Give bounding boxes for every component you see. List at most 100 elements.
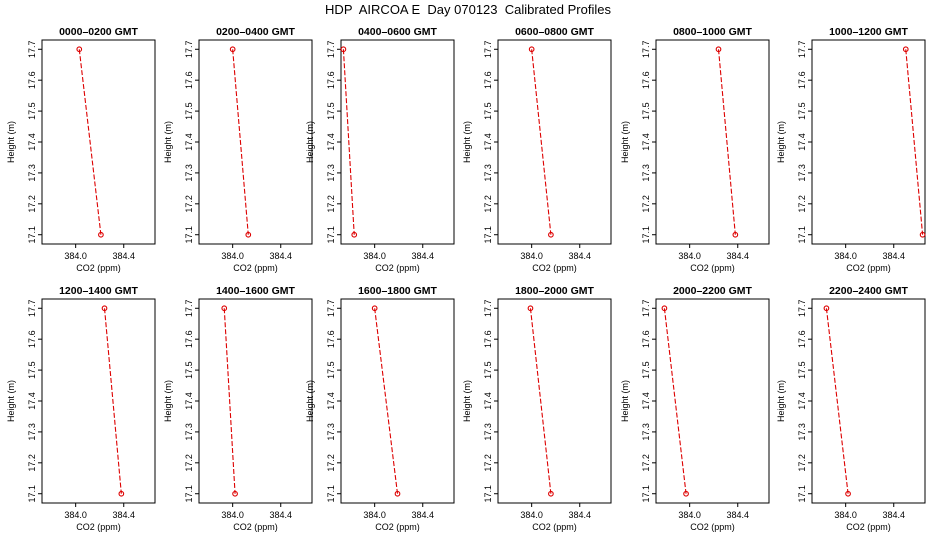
data-point — [98, 231, 104, 238]
y-tick-label: 17.5 — [797, 361, 807, 379]
profile-panel-12: 2200–2400 GMT 384.0 384.4 CO2 (ppm) 17.1 17.2… — [776, 285, 926, 532]
y-tick-label: 17.3 — [483, 164, 493, 182]
y-tick-label: 17.1 — [483, 226, 493, 244]
data-point — [229, 46, 236, 53]
y-tick-label: 17.6 — [184, 71, 194, 89]
y-tick-label: 17.3 — [27, 164, 37, 182]
y-tick-label: 17.5 — [797, 102, 807, 120]
y-tick-label: 17.1 — [27, 226, 37, 244]
x-tick-label: 384.0 — [221, 251, 244, 261]
x-tick-label: 384.0 — [834, 510, 857, 520]
data-point — [351, 231, 358, 238]
data-point — [919, 231, 926, 238]
x-tick-label: 384.4 — [112, 251, 135, 261]
data-point — [732, 231, 739, 238]
y-axis-label: Height (m) — [462, 121, 472, 163]
y-tick-label: 17.7 — [483, 41, 493, 59]
y-tick-label: 17.7 — [641, 300, 651, 318]
profile-panel-10: 1800–2000 GMT 384.0 384.4 CO2 (ppm) 17.1 17.2… — [462, 285, 612, 532]
y-tick-label: 17.1 — [326, 226, 336, 244]
y-tick-label: 17.3 — [797, 423, 807, 441]
y-tick-label: 17.4 — [326, 392, 336, 410]
y-axis-label: Height (m) — [620, 380, 630, 422]
y-axis-label: Height (m) — [305, 380, 315, 422]
data-point — [245, 231, 252, 238]
x-tick-label: 384.4 — [726, 510, 749, 520]
figure-title: HDP AIRCOA E Day 070123 Calibrated Profi… — [325, 2, 611, 17]
data-point — [823, 305, 830, 312]
x-tick-label: 384.4 — [269, 510, 292, 520]
panel-title: 1200–1400 GMT — [59, 285, 138, 297]
y-tick-label: 17.2 — [483, 454, 493, 472]
x-tick-label: 384.0 — [520, 251, 543, 261]
y-axis-label: Height (m) — [6, 380, 16, 422]
y-tick-label: 17.7 — [184, 300, 194, 318]
x-axis-label: CO2 (ppm) — [233, 522, 278, 532]
y-tick-label: 17.4 — [483, 133, 493, 151]
y-tick-label: 17.4 — [184, 392, 194, 410]
data-point — [394, 490, 401, 497]
x-tick-label: 384.4 — [882, 510, 905, 520]
x-axis-label: CO2 (ppm) — [375, 263, 420, 273]
data-point — [232, 490, 238, 497]
y-tick-label: 17.3 — [184, 423, 194, 441]
data-point — [902, 46, 909, 53]
y-axis-label: Height (m) — [163, 380, 173, 422]
panel-title: 1600–1800 GMT — [358, 285, 437, 297]
plot-frame — [655, 298, 770, 504]
x-tick-label: 384.0 — [363, 251, 386, 261]
profile-panel-6: 1000–1200 GMT 384.0 384.4 CO2 (ppm) 17.1 17.2… — [776, 26, 926, 273]
y-tick-label: 17.6 — [797, 330, 807, 348]
y-tick-label: 17.2 — [326, 454, 336, 472]
panel-title: 1800–2000 GMT — [515, 285, 594, 297]
series-line — [78, 49, 102, 235]
y-tick-label: 17.5 — [483, 102, 493, 120]
x-tick-label: 384.0 — [64, 510, 87, 520]
y-tick-label: 17.5 — [184, 361, 194, 379]
plot-frame — [655, 39, 770, 245]
y-tick-label: 17.6 — [27, 71, 37, 89]
x-axis-label: CO2 (ppm) — [846, 263, 891, 273]
y-tick-label: 17.5 — [184, 102, 194, 120]
y-tick-label: 17.4 — [326, 133, 336, 151]
y-tick-label: 17.4 — [27, 133, 37, 151]
x-axis-label: CO2 (ppm) — [532, 522, 577, 532]
y-tick-label: 17.5 — [326, 102, 336, 120]
series-line — [905, 49, 924, 235]
y-tick-label: 17.4 — [184, 133, 194, 151]
y-axis-label: Height (m) — [462, 380, 472, 422]
y-tick-label: 17.7 — [483, 300, 493, 318]
plot-frame — [497, 298, 612, 504]
y-axis-label: Height (m) — [163, 121, 173, 163]
y-tick-label: 17.6 — [641, 71, 651, 89]
y-tick-label: 17.5 — [27, 102, 37, 120]
x-axis-label: CO2 (ppm) — [532, 263, 577, 273]
y-tick-label: 17.2 — [326, 195, 336, 213]
y-axis-label: Height (m) — [776, 380, 786, 422]
x-tick-label: 384.0 — [834, 251, 857, 261]
x-tick-label: 384.4 — [568, 251, 591, 261]
data-point — [118, 490, 125, 497]
y-tick-label: 17.6 — [326, 330, 336, 348]
plot-frame — [198, 39, 313, 245]
y-tick-label: 17.5 — [641, 102, 651, 120]
y-tick-label: 17.3 — [184, 164, 194, 182]
x-axis-label: CO2 (ppm) — [233, 263, 278, 273]
profile-panel-3: 0400–0600 GMT 384.0 384.4 CO2 (ppm) 17.1 17.2… — [305, 26, 455, 273]
series-line — [825, 308, 849, 494]
panel-title: 0400–0600 GMT — [358, 26, 437, 38]
y-axis-label: Height (m) — [6, 121, 16, 163]
plot-frame — [340, 39, 455, 245]
x-axis-label: CO2 (ppm) — [690, 522, 735, 532]
data-point — [845, 490, 851, 497]
y-tick-label: 17.5 — [27, 361, 37, 379]
y-tick-label: 17.1 — [184, 485, 194, 503]
y-tick-label: 17.1 — [483, 485, 493, 503]
y-tick-label: 17.3 — [641, 164, 651, 182]
y-tick-label: 17.6 — [797, 71, 807, 89]
x-axis-label: CO2 (ppm) — [76, 263, 121, 273]
x-tick-label: 384.4 — [568, 510, 591, 520]
x-tick-label: 384.4 — [269, 251, 292, 261]
y-tick-label: 17.7 — [27, 300, 37, 318]
data-point — [101, 305, 108, 312]
